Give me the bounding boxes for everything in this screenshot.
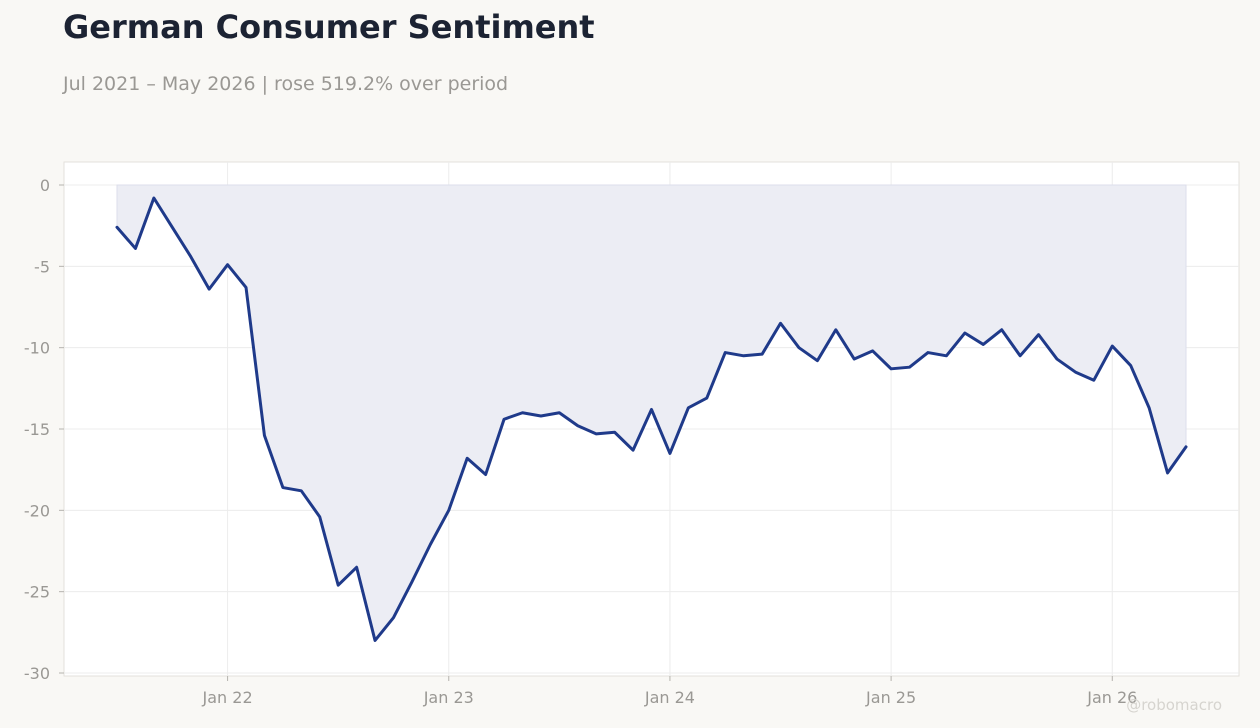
x-tick-label: Jan 22: [202, 688, 253, 707]
series-line: [115, 196, 1188, 642]
y-tick-label: -30: [24, 664, 50, 683]
x-tick-label: Jan 25: [865, 688, 916, 707]
x-tick-label: Jan 26: [1086, 688, 1137, 707]
y-tick-label: -20: [24, 501, 50, 520]
chart-title: German Consumer Sentiment: [63, 8, 595, 46]
y-tick-label: -15: [24, 420, 50, 439]
chart-subtitle: Jul 2021 – May 2026 | rose 519.2% over p…: [63, 73, 509, 95]
x-tick-label: Jan 23: [423, 688, 474, 707]
watermark: @robomacro: [1126, 696, 1222, 714]
y-tick-label: -5: [34, 257, 50, 276]
y-tick-label: 0: [40, 176, 50, 195]
y-tick-label: -25: [24, 583, 50, 602]
x-tick-label: Jan 24: [644, 688, 695, 707]
y-tick-label: -10: [24, 339, 50, 358]
